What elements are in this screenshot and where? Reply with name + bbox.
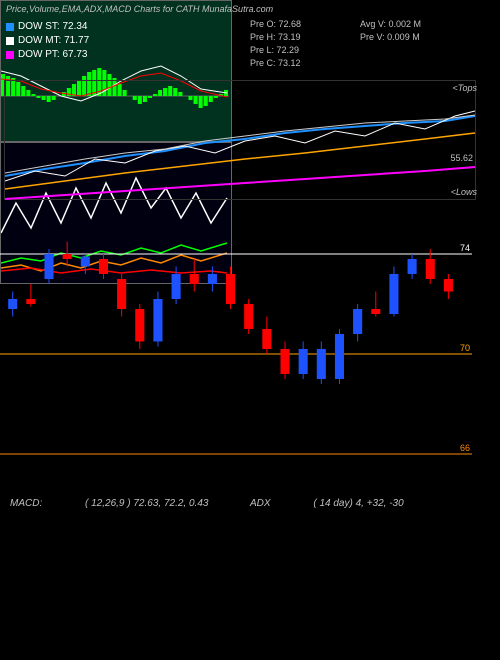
adx-title: ADX ( 14 day) 4, +32, -30 (250, 498, 404, 509)
ohlc-info: Pre O: 72.68Pre H: 73.19Pre L: 72.29Pre … (250, 18, 301, 70)
legend-label: DOW PT: 67.73 (18, 48, 87, 62)
candlestick-chart: 74 70 66 (0, 204, 472, 504)
info-row: Pre C: 73.12 (250, 57, 301, 70)
legend-item: DOW PT: 67.73 (6, 48, 89, 62)
chart-title: Price,Volume,EMA,ADX,MACD Charts for CAT… (6, 4, 494, 14)
info-row: Pre V: 0.009 M (360, 31, 421, 44)
volume-info: Avg V: 0.002 MPre V: 0.009 M (360, 18, 421, 44)
lows-label: <Lows (451, 187, 477, 197)
legend-item: DOW ST: 72.34 (6, 20, 89, 34)
ema-line-chart: <Tops <Lows 55.62 (4, 80, 476, 200)
legend: DOW ST: 72.34DOW MT: 71.77DOW PT: 67.73 (6, 20, 89, 62)
info-row: Pre H: 73.19 (250, 31, 301, 44)
legend-label: DOW ST: 72.34 (18, 20, 87, 34)
line-y-label: 55.62 (450, 153, 473, 163)
info-row: Avg V: 0.002 M (360, 18, 421, 31)
legend-swatch (6, 37, 14, 45)
info-row: Pre O: 72.68 (250, 18, 301, 31)
svg-text:66: 66 (460, 443, 470, 453)
legend-swatch (6, 23, 14, 31)
svg-text:70: 70 (460, 343, 470, 353)
macd-title: MACD: ( 12,26,9 ) 72.63, 72.2, 0.43 (10, 498, 208, 509)
info-row: Pre L: 72.29 (250, 44, 301, 57)
tops-label: <Tops (453, 83, 477, 93)
legend-label: DOW MT: 71.77 (18, 34, 89, 48)
legend-item: DOW MT: 71.77 (6, 34, 89, 48)
legend-swatch (6, 51, 14, 59)
svg-text:74: 74 (460, 243, 470, 253)
